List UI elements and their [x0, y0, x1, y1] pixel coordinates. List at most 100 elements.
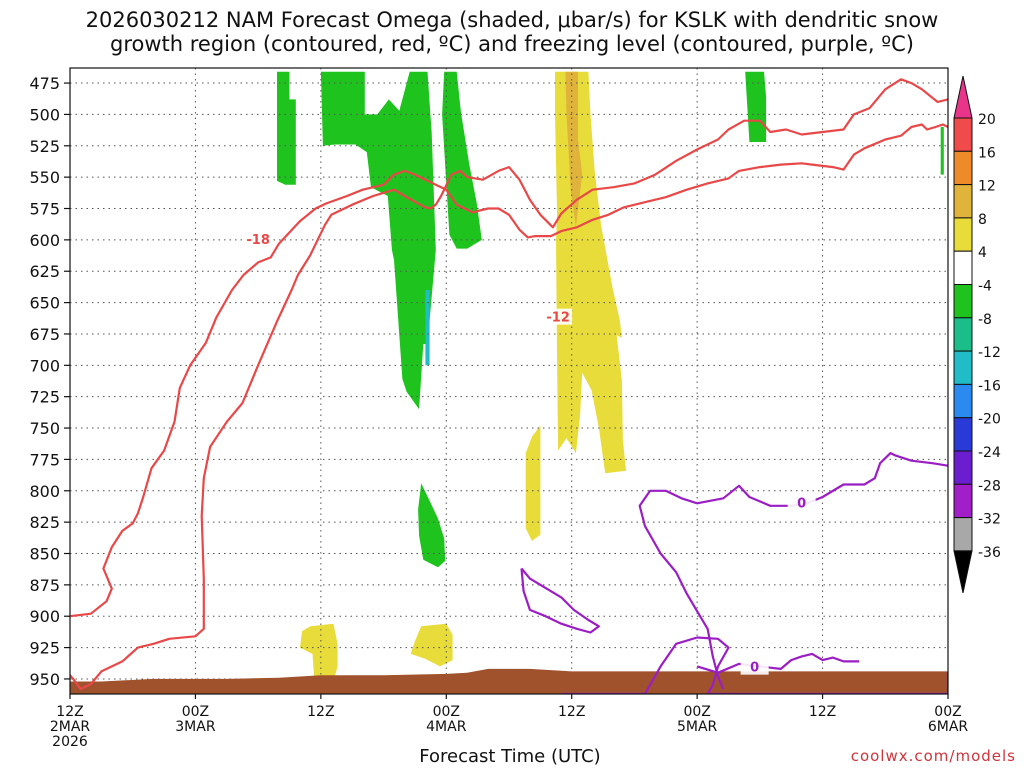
omega-region-yellow-a: [555, 71, 627, 474]
omega-region-orange-a: [565, 71, 583, 228]
chart-title-line2: growth region (contoured, red, ºC) and f…: [110, 32, 914, 56]
dgz-contour-label-1: -12: [546, 311, 570, 326]
dgz-contour-1: [70, 123, 948, 618]
terrain-fill: [70, 668, 948, 694]
omega-region-cyan-a: [425, 290, 430, 366]
y-axis: 475 500 525 550 575 600 625 650 675 700 725 750 775 8…: [29, 74, 70, 689]
omega-region-yellow-c: [300, 623, 338, 684]
x-tick-label-h24-0: 12Z: [307, 704, 334, 720]
y-tick-label-850: 850: [29, 544, 60, 563]
y-tick-label-800: 800: [29, 482, 60, 501]
colorbar-label-2: 12: [978, 179, 996, 195]
omega-region-green-e: [940, 127, 944, 175]
freezing-contour-label-1: 0: [750, 661, 759, 676]
contour-layer: -18-12000: [70, 78, 948, 694]
colorbar-label-7: -12: [978, 345, 1001, 361]
colorbar-swatch-4: [953, 217, 973, 252]
colorbar-swatch-3: [953, 184, 973, 219]
y-tick-label-825: 825: [29, 513, 60, 532]
dgz-contour-0: [70, 78, 948, 691]
omega-shading-layer: [277, 71, 944, 684]
omega-region-green-f: [418, 483, 446, 568]
terrain-layer: [70, 668, 948, 694]
y-tick-label-575: 575: [29, 200, 60, 219]
y-tick-label-650: 650: [29, 294, 60, 313]
colorbar-label-3: 8: [978, 212, 987, 228]
colorbar-label-6: -8: [978, 312, 992, 328]
colorbar-swatch-10: [953, 417, 973, 452]
y-tick-label-700: 700: [29, 356, 60, 375]
dgz-contour-label-0: -18: [246, 233, 270, 248]
colorbar-swatch-12: [953, 483, 973, 519]
colorbar-swatch-13: [953, 517, 973, 552]
colorbar-label-8: -16: [978, 378, 1001, 394]
omega-region-green-c: [442, 71, 482, 249]
colorbar-label-13: -36: [978, 545, 1001, 561]
y-tick-label-550: 550: [29, 168, 60, 187]
y-tick-label-875: 875: [29, 576, 60, 595]
omega-region-green-d: [745, 71, 767, 142]
x-tick-label-h0-0: 12Z: [56, 704, 83, 720]
colorbar-swatch-8: [953, 350, 973, 385]
omega-region-yellow-b: [525, 425, 541, 541]
colorbar: 20 16 12 8 4 -4 -8 -12 -16 -20 -24 -28 -32 -36: [953, 75, 1001, 594]
x-tick-label-h84-0: 00Z: [934, 704, 961, 720]
colorbar-label-5: -4: [978, 279, 992, 295]
x-tick-label-h0-2: 2026: [52, 734, 88, 750]
y-tick-label-600: 600: [29, 231, 60, 250]
y-tick-label-625: 625: [29, 262, 60, 281]
y-tick-label-900: 900: [29, 607, 60, 626]
x-tick-label-h84-1: 6MAR: [928, 719, 969, 735]
x-tick-label-h48-0: 12Z: [558, 704, 585, 720]
y-tick-label-725: 725: [29, 388, 60, 407]
source-credit[interactable]: coolwx.com/models: [850, 747, 1016, 765]
freezing-contour-1: [696, 652, 860, 674]
x-tick-label-h36-0: 00Z: [433, 704, 460, 720]
colorbar-label-11: -28: [978, 478, 1001, 494]
x-tick-label-h0-1: 2MAR: [50, 719, 91, 735]
omega-region-yellow-d: [410, 623, 453, 667]
colorbar-swatch-6: [953, 284, 973, 319]
freezing-contour-label-bg-2: [787, 494, 816, 511]
x-tick-label-h60-1: 5MAR: [677, 719, 718, 735]
colorbar-swatch-1: [953, 117, 973, 152]
colorbar-bottom-arrow: [953, 550, 973, 594]
y-tick-label-775: 775: [29, 450, 60, 469]
y-tick-label-925: 925: [29, 639, 60, 658]
colorbar-label-9: -20: [978, 412, 1001, 428]
omega-region-green-b: [320, 71, 436, 410]
freezing-contour-label-2: 0: [797, 496, 806, 511]
y-tick-label-525: 525: [29, 137, 60, 156]
dgz-contour-label-bg-1: [544, 308, 573, 325]
colorbar-swatch-11: [953, 450, 973, 485]
colorbar-swatch-5: [953, 250, 973, 285]
colorbar-swatch-2: [953, 150, 973, 186]
colorbar-top-arrow: [953, 75, 973, 119]
colorbar-label-0: 20: [978, 112, 996, 128]
freezing-contour-label-bg-1: [740, 658, 769, 675]
y-tick-label-950: 950: [29, 670, 60, 689]
colorbar-label-4: 4: [978, 245, 987, 261]
y-tick-label-500: 500: [29, 105, 60, 124]
y-tick-label-675: 675: [29, 325, 60, 344]
colorbar-swatch-7: [953, 317, 973, 352]
colorbar-label-12: -32: [978, 512, 1001, 528]
colorbar-label-1: 16: [978, 145, 996, 161]
colorbar-label-10: -24: [978, 445, 1001, 461]
freezing-contour-0: [561, 636, 948, 694]
y-tick-label-750: 750: [29, 419, 60, 438]
x-tick-label-h12-0: 00Z: [182, 704, 209, 720]
chart-title-line1: 2026030212 NAM Forecast Omega (shaded, μ…: [85, 8, 939, 32]
freezing-contour-3: [520, 567, 601, 634]
y-tick-label-475: 475: [29, 74, 60, 93]
x-tick-label-h12-1: 3MAR: [175, 719, 216, 735]
freezing-contour-2: [638, 452, 948, 690]
x-tick-label-h72-0: 12Z: [809, 704, 836, 720]
x-tick-label-h36-1: 4MAR: [426, 719, 467, 735]
dgz-contour-label-bg-0: [244, 230, 273, 247]
omega-region-green-a: [277, 71, 296, 185]
plot-frame: [69, 67, 949, 695]
colorbar-swatch-9: [953, 383, 973, 419]
x-tick-label-h60-0: 00Z: [683, 704, 710, 720]
